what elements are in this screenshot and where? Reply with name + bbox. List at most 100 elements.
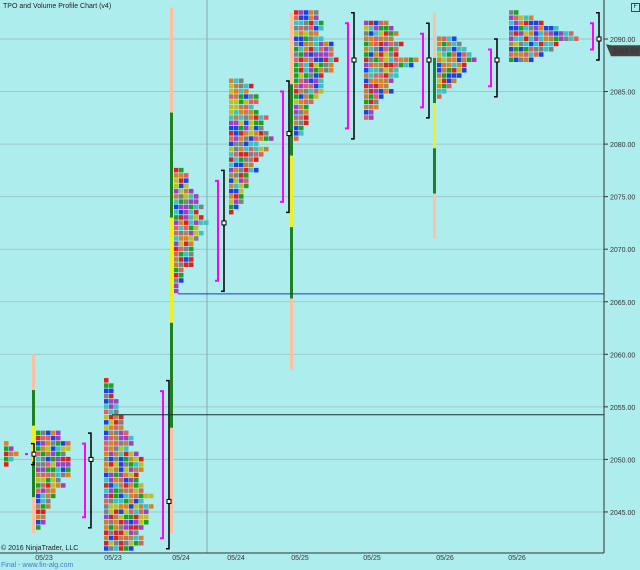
tpo-block (109, 519, 114, 525)
tpo-block (442, 41, 447, 47)
tpo-block (519, 41, 524, 47)
tpo-block (104, 467, 109, 472)
tpo-block (104, 535, 109, 541)
tpo-block (319, 78, 324, 84)
tpo-block (234, 115, 239, 120)
tpo-block (244, 157, 249, 162)
tpo-block (304, 104, 309, 110)
tpo-block (467, 57, 472, 63)
tpo-block (234, 125, 239, 131)
tpo-block (524, 52, 529, 57)
tpo-block (299, 10, 304, 15)
tpo-block (229, 162, 234, 168)
tpo-block (314, 10, 319, 15)
tpo-block (364, 99, 369, 105)
tpo-block (294, 47, 299, 52)
tpo-block (124, 514, 129, 520)
range-bar-segment (170, 7, 173, 113)
tpo-block (457, 68, 462, 73)
tpo-block (194, 209, 199, 215)
tpo-block (324, 62, 329, 68)
tpo-block (249, 104, 254, 110)
tpo-block (244, 173, 249, 178)
tpo-block (184, 225, 189, 231)
tpo-block (304, 99, 309, 105)
tpo-block (239, 136, 244, 141)
tpo-block (129, 488, 134, 493)
tpo-block (309, 15, 314, 20)
tpo-block (51, 435, 56, 441)
tpo-block (36, 483, 41, 488)
y-tick-label: 2075.00 (610, 195, 635, 202)
tpo-block (304, 115, 309, 120)
tpo-block (389, 31, 394, 36)
tpo-block (199, 230, 204, 236)
tpo-block (66, 446, 71, 451)
tpo-block (514, 52, 519, 57)
tpo-block (534, 52, 539, 57)
tpo-block (114, 509, 119, 514)
x-tick-label: 05/24 (227, 555, 245, 562)
tpo-block (254, 146, 259, 152)
tpo-block (114, 462, 119, 467)
tpo-block (294, 31, 299, 36)
tpo-block (374, 25, 379, 31)
tpo-block (109, 388, 114, 394)
tpo-block (189, 246, 194, 252)
tpo-block (109, 456, 114, 462)
tpo-block (189, 262, 194, 267)
tpo-block (234, 89, 239, 94)
tpo-block (442, 52, 447, 57)
tpo-block (114, 430, 119, 436)
tpo-block (452, 62, 457, 68)
tpo-block (379, 25, 384, 31)
tpo-block (394, 62, 399, 68)
tpo-block (56, 446, 61, 451)
tpo-block (46, 483, 51, 488)
y-tick-label: 2070.00 (610, 247, 635, 254)
footer-link[interactable]: Final - www.fin-alg.com (1, 562, 74, 569)
tpo-block (294, 115, 299, 120)
copyright-text: © 2016 NinjaTrader, LLC (1, 545, 79, 552)
tpo-block (319, 89, 324, 94)
tpo-block (41, 462, 46, 467)
tpo-block (249, 141, 254, 147)
tpo-block (4, 441, 9, 446)
tpo-block (129, 435, 134, 441)
tpo-block (139, 535, 144, 541)
tpo-block (229, 99, 234, 105)
tpo-block (174, 173, 179, 178)
tpo-block (41, 504, 46, 509)
tpo-block (36, 525, 41, 530)
tpo-block (174, 288, 179, 294)
tpo-block (104, 462, 109, 467)
tpo-block (304, 78, 309, 84)
tpo-block (529, 31, 534, 36)
tpo-block (239, 183, 244, 189)
tpo-block (442, 36, 447, 41)
tpo-block (124, 472, 129, 478)
tpo-block (309, 47, 314, 52)
tpo-block (389, 52, 394, 57)
tpo-block (179, 215, 184, 220)
tpo-block (124, 488, 129, 493)
tpo-block (41, 514, 46, 520)
tpo-block (179, 220, 184, 225)
tpo-block (514, 31, 519, 36)
tpo-block (174, 283, 179, 288)
tpo-block (374, 104, 379, 110)
tpo-block (229, 141, 234, 147)
tpo-block (324, 41, 329, 47)
tpo-block (104, 404, 109, 409)
tpo-block (129, 483, 134, 488)
tpo-block (509, 47, 514, 52)
tpo-block (174, 236, 179, 241)
tpo-block (389, 73, 394, 78)
tpo-block (394, 68, 399, 73)
tpo-block (229, 136, 234, 141)
tpo-block (239, 152, 244, 157)
tpo-block (244, 104, 249, 110)
tpo-block (36, 462, 41, 467)
tpo-block (244, 94, 249, 99)
tpo-block (109, 498, 114, 504)
